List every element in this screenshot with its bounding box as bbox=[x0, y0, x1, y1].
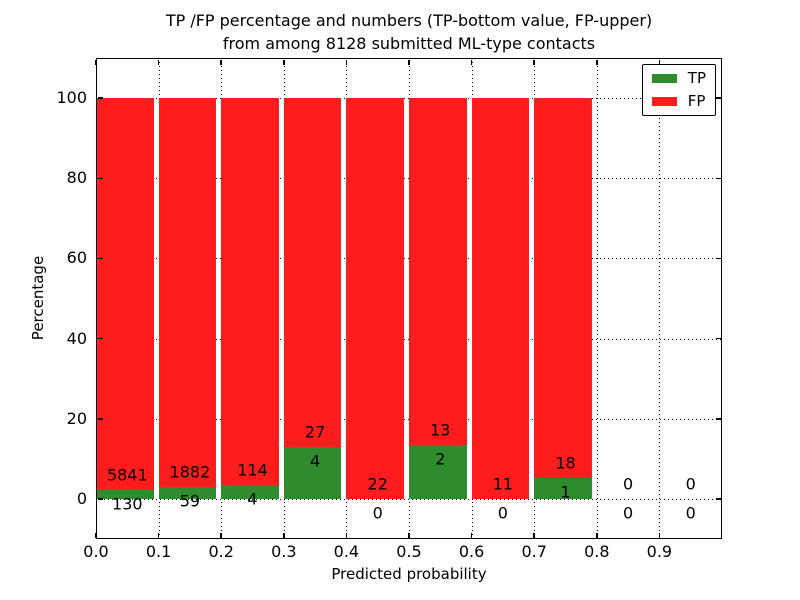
y-tick-mark-left bbox=[97, 418, 103, 420]
fp-count-label: 0 bbox=[685, 474, 696, 494]
tp-count-label: 2 bbox=[435, 449, 446, 469]
y-tick-mark-right bbox=[715, 177, 721, 179]
x-tick-label: 0.0 bbox=[83, 542, 109, 561]
gridline-vertical bbox=[596, 58, 598, 539]
y-axis-label: Percentage bbox=[29, 255, 47, 341]
y-tick-mark-right bbox=[715, 498, 721, 500]
x-axis-label: Predicted probability bbox=[331, 565, 487, 583]
tp-count-label: 0 bbox=[685, 503, 696, 523]
tp-count-label: 59 bbox=[179, 491, 201, 511]
x-tick-mark-top bbox=[95, 59, 97, 65]
x-tick-mark-top bbox=[220, 59, 222, 65]
x-tick-label: 0.1 bbox=[145, 542, 172, 561]
y-tick-mark-right bbox=[715, 418, 721, 420]
x-tick-mark-bottom bbox=[470, 532, 473, 538]
x-tick-label: 0.2 bbox=[208, 542, 234, 561]
fp-count-label: 11 bbox=[492, 474, 514, 494]
tp-count-label: 0 bbox=[497, 503, 508, 523]
y-tick-label: 100 bbox=[56, 88, 87, 108]
bar-segment-fp bbox=[346, 98, 404, 499]
x-tick-mark-top bbox=[157, 59, 160, 65]
tp-count-label: 0 bbox=[372, 503, 383, 523]
x-tick-label: 0.9 bbox=[646, 542, 673, 561]
chart-title-line2: from among 8128 submitted ML-type contac… bbox=[222, 34, 596, 53]
fp-count-label: 1882 bbox=[169, 462, 211, 482]
x-tick-mark-bottom bbox=[220, 532, 222, 538]
x-tick-mark-top bbox=[345, 59, 348, 65]
tp-count-label: 4 bbox=[247, 489, 258, 509]
y-tick-mark-right bbox=[715, 257, 721, 260]
fp-count-label: 5841 bbox=[106, 465, 148, 485]
tp-legend-swatch bbox=[651, 74, 677, 83]
x-tick-mark-bottom bbox=[658, 532, 661, 538]
bar-segment-fp bbox=[96, 98, 154, 491]
x-tick-label: 0.3 bbox=[271, 542, 297, 561]
x-tick-mark-bottom bbox=[283, 532, 285, 538]
x-tick-mark-top bbox=[470, 59, 473, 65]
fp-count-label: 22 bbox=[367, 474, 388, 494]
x-tick-mark-bottom bbox=[596, 532, 598, 538]
legend-label-tp: TP bbox=[687, 69, 706, 87]
x-tick-label: 0.6 bbox=[458, 542, 485, 561]
bar-segment-fp bbox=[221, 98, 279, 486]
x-tick-mark-bottom bbox=[157, 532, 160, 538]
y-tick-mark-right bbox=[715, 97, 721, 99]
tp-count-label: 0 bbox=[623, 503, 634, 523]
bar-segment-tp bbox=[158, 486, 217, 499]
x-tick-mark-bottom bbox=[95, 532, 97, 538]
y-tick-mark-left bbox=[97, 257, 103, 260]
chart-title: TP /FP percentage and numbers (TP-bottom… bbox=[96, 9, 722, 55]
y-tick-mark-right bbox=[715, 337, 721, 340]
tp-count-label: 1 bbox=[560, 482, 571, 502]
x-tick-mark-top bbox=[596, 59, 598, 65]
y-tick-mark-left bbox=[97, 97, 103, 99]
y-tick-label: 60 bbox=[66, 248, 87, 268]
bar-segment-fp bbox=[158, 98, 217, 487]
y-tick-mark-left bbox=[97, 498, 103, 500]
fp-count-label: 18 bbox=[555, 453, 576, 473]
fp-count-label: 0 bbox=[623, 474, 634, 494]
chart-title-line1: TP /FP percentage and numbers (TP-bottom… bbox=[165, 11, 653, 30]
y-tick-label: 40 bbox=[66, 328, 87, 348]
bar-segment-tp bbox=[283, 447, 342, 499]
fp-count-label: 13 bbox=[430, 420, 451, 440]
x-tick-mark-bottom bbox=[408, 532, 410, 538]
x-tick-label: 0.7 bbox=[521, 542, 547, 561]
bar-segment-fp bbox=[534, 98, 592, 478]
y-tick-label: 0 bbox=[76, 488, 87, 508]
y-tick-label: 20 bbox=[66, 408, 87, 428]
bar-segment-tp bbox=[409, 445, 467, 499]
x-tick-label: 0.5 bbox=[396, 542, 422, 561]
legend-item-fp: FP bbox=[651, 92, 706, 110]
bar-segment-fp bbox=[409, 98, 467, 446]
bar-segment-fp bbox=[471, 98, 530, 499]
tp-count-label: 4 bbox=[310, 451, 321, 471]
legend-item-tp: TP bbox=[651, 69, 706, 87]
fp-legend-swatch bbox=[651, 97, 677, 106]
x-tick-label: 0.4 bbox=[333, 542, 360, 561]
bar-segment-tp bbox=[534, 477, 592, 499]
bar-segment-tp bbox=[221, 485, 279, 499]
plot-area: TP FP 5841 130 1882 59 114 4 27 4 22 0 13 2 11 0 18 1 0 0… bbox=[95, 58, 722, 539]
x-tick-mark-top bbox=[533, 59, 535, 65]
bar-segment-fp bbox=[283, 98, 342, 448]
x-tick-mark-top bbox=[408, 59, 410, 65]
y-tick-mark-left bbox=[97, 337, 103, 340]
legend-label-fp: FP bbox=[687, 92, 706, 110]
y-tick-label: 80 bbox=[66, 168, 87, 188]
bar-segment-tp bbox=[96, 490, 154, 499]
x-tick-mark-top bbox=[658, 59, 661, 65]
gridline-vertical bbox=[659, 58, 661, 539]
legend: TP FP bbox=[641, 64, 716, 116]
tp-count-label: 130 bbox=[112, 494, 143, 514]
y-tick-mark-left bbox=[97, 177, 103, 179]
x-tick-mark-bottom bbox=[345, 532, 348, 538]
fp-count-label: 27 bbox=[304, 422, 326, 442]
x-tick-mark-bottom bbox=[533, 532, 535, 538]
x-tick-label: 0.8 bbox=[584, 542, 610, 561]
x-tick-mark-top bbox=[283, 59, 285, 65]
fp-count-label: 114 bbox=[237, 460, 268, 480]
